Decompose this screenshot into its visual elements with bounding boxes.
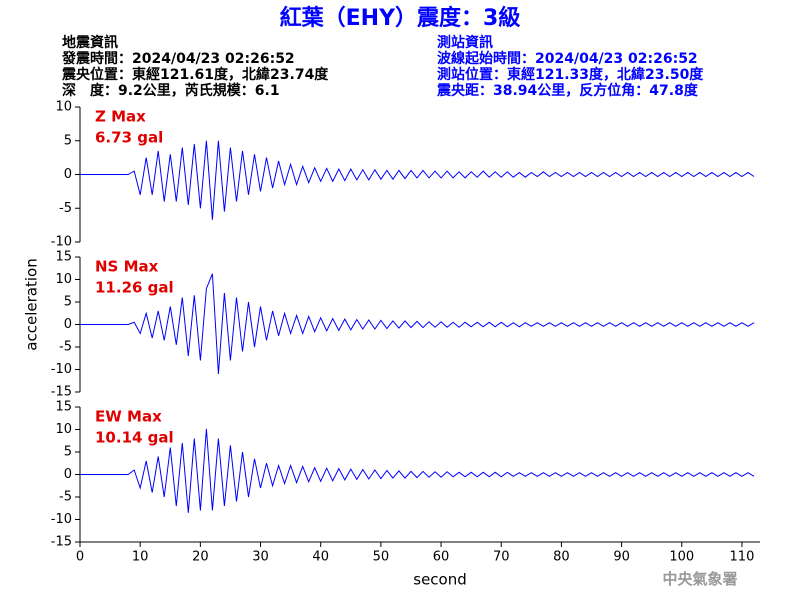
x-tick-label: 70	[493, 550, 510, 565]
info-left: 震央位置：東經121.61度，北緯23.74度	[61, 66, 329, 83]
y-tick-label: -15	[51, 385, 72, 400]
y-tick-label: -5	[59, 340, 72, 355]
max-annotation: Z Max	[95, 108, 146, 126]
y-tick-label: -5	[59, 490, 72, 505]
waveform	[80, 140, 755, 220]
y-tick-label: -5	[59, 201, 72, 216]
x-tick-label: 60	[433, 550, 450, 565]
x-tick-label: 0	[76, 550, 84, 565]
waveform	[80, 273, 755, 375]
x-tick-label: 110	[730, 550, 755, 565]
x-tick-label: 80	[553, 550, 570, 565]
y-tick-label: 10	[55, 272, 72, 287]
y-tick-label: 15	[55, 400, 72, 415]
info-right: 震央距：38.94公里，反方位角：47.8度	[436, 82, 699, 99]
title: 紅葉（EHY）震度：3級	[280, 5, 521, 31]
max-annotation: 11.26 gal	[95, 279, 174, 297]
waveform	[80, 428, 755, 513]
y-tick-label: 5	[64, 445, 72, 460]
info-right: 測站資訊	[437, 34, 493, 51]
x-axis-label: second	[413, 571, 467, 589]
y-tick-label: 0	[64, 467, 72, 482]
y-tick-label: -10	[51, 362, 72, 377]
x-tick-label: 30	[252, 550, 269, 565]
y-tick-label: -10	[51, 512, 72, 527]
y-tick-label: 5	[64, 295, 72, 310]
max-annotation: 6.73 gal	[95, 129, 163, 147]
info-left: 地震資訊	[62, 34, 118, 51]
x-tick-label: 20	[192, 550, 209, 565]
y-tick-label: 10	[55, 100, 72, 115]
x-tick-label: 50	[373, 550, 390, 565]
info-right: 測站位置：東經121.33度，北緯23.50度	[437, 66, 704, 83]
footer: 中央氣象署	[662, 570, 737, 588]
info-left: 深 度：9.2公里，芮氏規模：6.1	[62, 82, 280, 99]
y-tick-label: 10	[55, 422, 72, 437]
max-annotation: 10.14 gal	[95, 429, 174, 447]
max-annotation: NS Max	[95, 258, 159, 276]
info-left: 發震時間：2024/04/23 02:26:52	[61, 50, 295, 67]
y-tick-label: -15	[51, 535, 72, 550]
x-tick-label: 10	[132, 550, 149, 565]
max-annotation: EW Max	[95, 408, 162, 426]
info-right: 波線起始時間：2024/04/23 02:26:52	[437, 50, 698, 67]
y-tick-label: -10	[51, 235, 72, 250]
x-tick-label: 100	[669, 550, 694, 565]
y-tick-label: 5	[64, 133, 72, 148]
x-tick-label: 90	[613, 550, 630, 565]
y-axis-label: acceleration	[23, 258, 41, 350]
x-tick-label: 40	[312, 550, 329, 565]
y-tick-label: 0	[64, 317, 72, 332]
y-tick-label: 0	[64, 167, 72, 182]
y-tick-label: 15	[55, 250, 72, 265]
